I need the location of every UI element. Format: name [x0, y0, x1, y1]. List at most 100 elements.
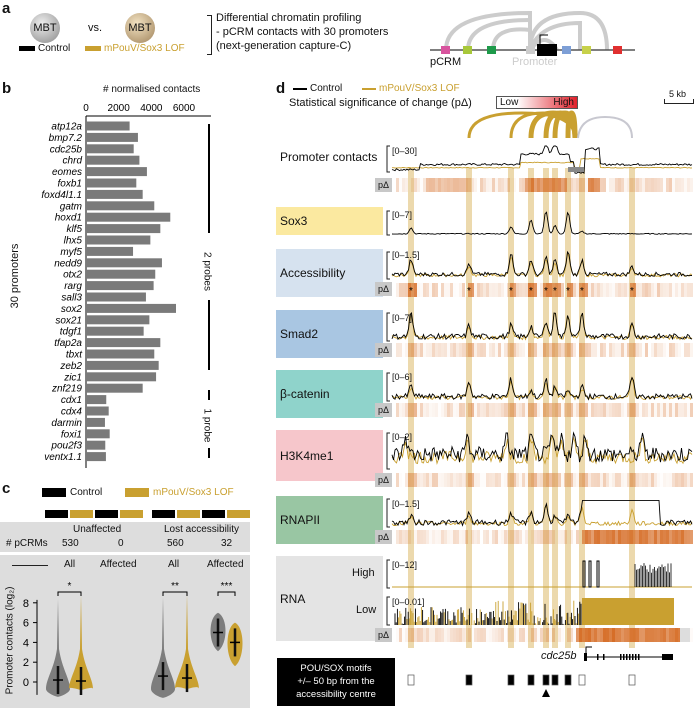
- pdelta-cell: [570, 473, 573, 487]
- pdelta-cell: [570, 530, 573, 544]
- pdelta-cell: [441, 283, 444, 297]
- pdelta-cell: [444, 473, 447, 487]
- pdelta-cell: [399, 530, 402, 544]
- pdelta-tag: pΔ: [375, 343, 392, 357]
- pdelta-cell: [402, 530, 405, 544]
- pdelta-cell: [465, 530, 468, 544]
- pdelta-cell: [627, 628, 630, 642]
- pdelta-cell: [552, 473, 555, 487]
- pdelta-cell: [555, 283, 558, 297]
- pdelta-cell: [483, 343, 486, 357]
- pdelta-cell: [654, 343, 657, 357]
- violin: [46, 598, 70, 697]
- pdelta-cell: [498, 178, 501, 192]
- pdelta-cell: [612, 473, 615, 487]
- pdelta-cell: [579, 178, 582, 192]
- pdelta-cell: [684, 343, 687, 357]
- pdelta-cell: [678, 178, 681, 192]
- pdelta-cell: [552, 178, 555, 192]
- pdelta-cell: [480, 283, 483, 297]
- pdelta-cell: [450, 403, 453, 417]
- pdelta-cell: [453, 283, 456, 297]
- lof-swatch: [85, 46, 101, 51]
- pdelta-cell: [417, 473, 420, 487]
- pdelta-cell: [675, 473, 678, 487]
- pdelta-cell: [657, 628, 660, 642]
- pdelta-cell: [420, 343, 423, 357]
- pdelta-cell: [606, 178, 609, 192]
- pdelta-cell: [576, 343, 579, 357]
- pdelta-cell: [639, 178, 642, 192]
- pdelta-cell: [537, 343, 540, 357]
- pdelta-cell: [534, 403, 537, 417]
- pdelta-cell: [414, 343, 417, 357]
- track-label-accessibility: Accessibility: [276, 249, 383, 297]
- pdelta-cell: [522, 283, 525, 297]
- pdelta-cell: [633, 530, 636, 544]
- pdelta-cell: [447, 178, 450, 192]
- significance-star: *: [553, 286, 557, 297]
- signal-control: [391, 431, 693, 463]
- gene-exon: [662, 654, 673, 660]
- pdelta-cell: [627, 178, 630, 192]
- pdelta-cell: [534, 343, 537, 357]
- pdelta-cell: [645, 473, 648, 487]
- pdelta-cell: [525, 403, 528, 417]
- legend-control: Control: [38, 43, 71, 54]
- pdelta-cell: [615, 283, 618, 297]
- pdelta-cell: [546, 628, 549, 642]
- pdelta-cell: [663, 628, 666, 642]
- motif-box: [551, 674, 559, 686]
- pdelta-cell: [486, 403, 489, 417]
- pdelta-cell: [432, 283, 435, 297]
- pdelta-cell: [558, 530, 561, 544]
- pdelta-cell: [543, 473, 546, 487]
- pdelta-cell: [630, 403, 633, 417]
- pdelta-cell: [639, 343, 642, 357]
- bar: [86, 178, 137, 188]
- description: Differential chromatin profiling - pCRM …: [216, 11, 388, 53]
- pdelta-cell: [678, 628, 681, 642]
- pdelta-cell: [405, 473, 408, 487]
- pdelta-cell: [492, 628, 495, 642]
- pdelta-cell: [513, 473, 516, 487]
- range: [0–0.01]: [392, 597, 425, 607]
- pdelta-cell: [573, 178, 576, 192]
- pdelta-cell: [516, 178, 519, 192]
- pdelta-cell: [657, 403, 660, 417]
- panel-d-label: d: [276, 80, 286, 97]
- pdelta-cell: [405, 403, 408, 417]
- significance-scale: Low High: [496, 96, 578, 109]
- pdelta-cell: [489, 343, 492, 357]
- pdelta-cell: [552, 283, 555, 297]
- pdelta-cell: [684, 530, 687, 544]
- pdelta-cell: [510, 628, 513, 642]
- probe2-bar: [208, 124, 210, 233]
- pdelta-cell: [537, 530, 540, 544]
- pdelta-cell: [543, 283, 546, 297]
- count: 560: [167, 538, 184, 549]
- pdelta-cell: [408, 178, 411, 192]
- pdelta-cell: [498, 343, 501, 357]
- pdelta-cell: [531, 473, 534, 487]
- pdelta-cell: [516, 403, 519, 417]
- category-label: zeb2: [59, 361, 82, 372]
- pdelta-cell: [417, 343, 420, 357]
- pdelta-cell: [453, 628, 456, 642]
- pdelta-cell: [447, 403, 450, 417]
- pdelta-cell: [513, 283, 516, 297]
- pdelta-cell: [465, 473, 468, 487]
- pdelta-cell: [468, 473, 471, 487]
- pdelta-cell: [489, 178, 492, 192]
- pdelta-cell: [684, 178, 687, 192]
- pdelta-cell: [618, 178, 621, 192]
- pdelta-cell: [669, 178, 672, 192]
- pdelta-cell: [594, 530, 597, 544]
- signal-control: [391, 312, 693, 341]
- vs-text: vs.: [88, 22, 103, 34]
- range: [0–2]: [392, 432, 413, 442]
- range-bracket: [386, 145, 390, 173]
- pdelta-cell: [612, 628, 615, 642]
- pdelta-cell: [684, 283, 687, 297]
